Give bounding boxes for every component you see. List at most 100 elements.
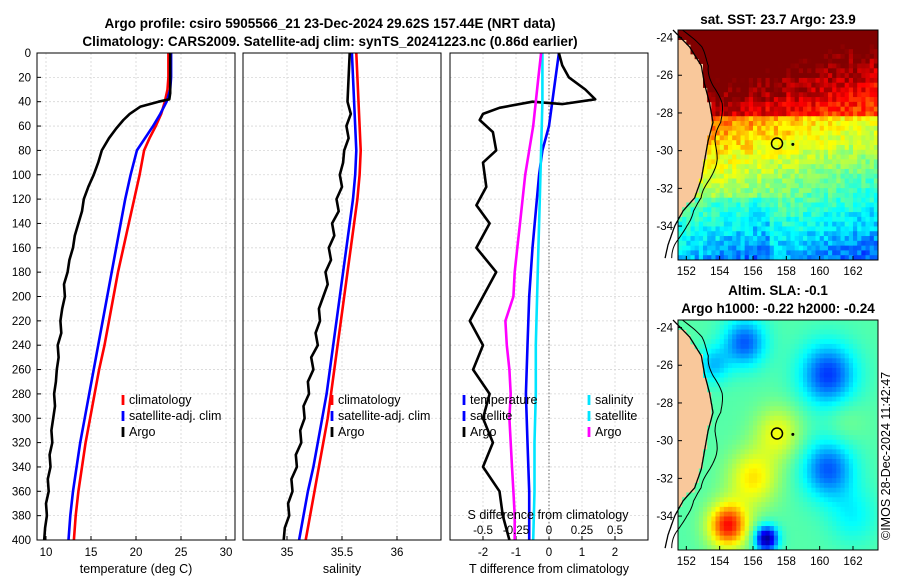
map-cell: [861, 226, 866, 232]
map-cell: [790, 516, 796, 522]
map-cell: [815, 197, 821, 203]
map-cell: [765, 82, 771, 88]
map-cell: [740, 468, 746, 474]
map-cell: [707, 212, 712, 218]
map-cell: [719, 516, 725, 522]
map-cell: [694, 49, 700, 55]
map-cell: [711, 39, 716, 45]
map-cell: [761, 226, 766, 232]
map-cell: [823, 236, 829, 242]
map-cell: [828, 511, 833, 517]
map-cell: [728, 411, 733, 417]
map-cell: [790, 454, 796, 460]
map-cell: [761, 221, 766, 227]
map-cell: [715, 339, 721, 345]
map-cell: [807, 396, 812, 402]
map-cell: [803, 140, 808, 146]
map-cell: [728, 130, 733, 136]
map-cell: [865, 526, 871, 532]
map-cell: [836, 92, 841, 98]
map-cell: [873, 329, 879, 335]
map-cell: [765, 226, 771, 232]
map-cell: [807, 320, 812, 326]
map-cell: [782, 343, 787, 350]
map-cell: [865, 463, 871, 469]
map-cell: [753, 255, 758, 261]
map-cell: [748, 135, 754, 141]
map-cell: [794, 353, 800, 359]
map-cell: [765, 540, 771, 546]
x-axis-label: salinity: [323, 562, 362, 576]
map-cell: [848, 77, 854, 84]
map-cell: [703, 34, 708, 40]
map-cell: [723, 329, 729, 335]
map-cell: [794, 226, 800, 232]
map-cell: [736, 202, 741, 208]
map-cell: [803, 159, 808, 165]
map-cell: [786, 482, 791, 489]
map-cell: [865, 430, 871, 436]
map-cell: [790, 487, 796, 493]
map-cell: [728, 231, 733, 237]
map-cell: [732, 121, 737, 127]
map-cell: [828, 121, 833, 127]
map-cell: [744, 87, 750, 93]
map-cell: [836, 526, 841, 532]
map-cell: [719, 324, 725, 330]
map-cell: [857, 130, 862, 136]
map-cell: [703, 535, 708, 541]
map-cell: [840, 101, 846, 108]
map-cell: [778, 130, 783, 136]
map-cell: [715, 363, 721, 369]
map-cell: [869, 545, 875, 551]
map-cell: [694, 207, 700, 213]
map-cell: [694, 44, 700, 50]
map-cell: [832, 202, 837, 208]
map-cell: [819, 468, 825, 474]
map-cell: [869, 221, 875, 227]
map-cell: [698, 240, 704, 247]
map-cell: [748, 458, 754, 465]
map-cell: [832, 497, 837, 503]
map-cell: [798, 449, 804, 455]
map-cell: [832, 183, 837, 189]
map-cell: [765, 30, 771, 36]
map-cell: [690, 255, 696, 261]
map-cell: [786, 545, 791, 551]
map-cell: [848, 49, 854, 55]
map-cell: [682, 324, 687, 330]
map-cell: [732, 58, 737, 64]
map-cell: [769, 202, 775, 208]
map-cell: [815, 396, 821, 402]
map-cell: [782, 406, 787, 412]
map-cell: [869, 473, 875, 479]
map-cell: [811, 130, 816, 136]
map-cell: [707, 320, 712, 326]
map-cell: [698, 339, 704, 345]
map-cell: [869, 106, 875, 112]
map-cell: [769, 377, 775, 383]
map-cell: [803, 358, 808, 364]
map-cell: [728, 487, 733, 493]
map-cell: [769, 159, 775, 165]
map-cell: [782, 387, 787, 393]
map-cell: [865, 154, 871, 160]
map-cell: [728, 406, 733, 412]
map-cell: [707, 30, 712, 36]
map-cell: [865, 420, 871, 426]
map-cell: [819, 44, 825, 50]
map-cell: [803, 343, 808, 350]
map-cell: [815, 435, 821, 441]
map-cell: [678, 540, 683, 546]
map-cell: [873, 106, 879, 112]
map-cell: [686, 30, 691, 36]
map-cell: [707, 183, 712, 189]
map-cell: [844, 526, 850, 532]
map-cell: [790, 188, 796, 194]
map-cell: [753, 192, 758, 199]
map-cell: [823, 178, 829, 184]
map-cell: [848, 497, 854, 503]
map-cell: [736, 135, 741, 141]
map-cell: [782, 391, 787, 398]
series-line-satellite-adj-clim: [297, 53, 358, 540]
